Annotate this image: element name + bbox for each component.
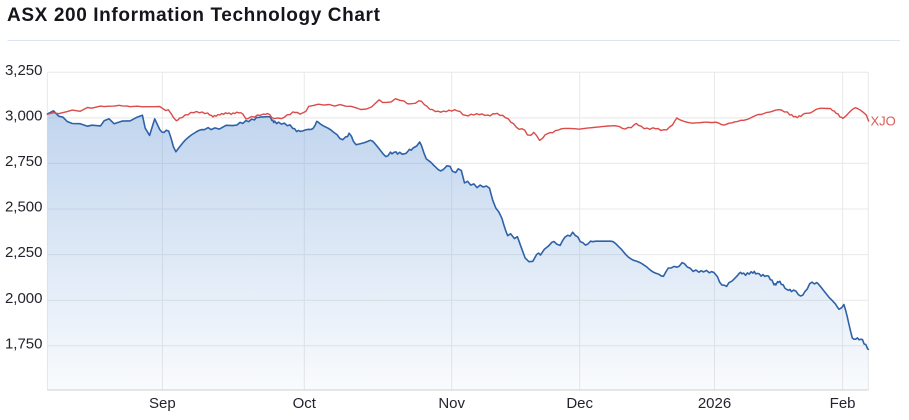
svg-text:Oct: Oct [293,395,317,412]
svg-text:2,500: 2,500 [5,199,43,216]
svg-text:Nov: Nov [438,395,465,412]
svg-text:2,000: 2,000 [5,290,43,307]
svg-text:Feb: Feb [830,395,856,412]
svg-text:XJO: XJO [871,114,896,129]
svg-text:Dec: Dec [566,395,593,412]
svg-text:2,750: 2,750 [5,153,43,170]
svg-text:3,000: 3,000 [5,108,43,125]
svg-text:2026: 2026 [698,395,731,412]
svg-text:Sep: Sep [149,395,176,412]
svg-text:2,250: 2,250 [5,244,43,261]
svg-text:3,250: 3,250 [5,62,43,79]
svg-text:1,750: 1,750 [5,335,43,352]
svg-text:ASX 200 Information Technology: ASX 200 Information Technology Chart [7,5,381,26]
